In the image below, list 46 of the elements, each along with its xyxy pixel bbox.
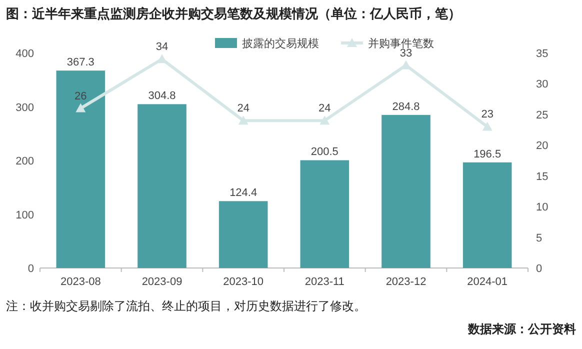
data-label: 284.8 — [392, 100, 420, 113]
x-tick-label: 2024-01 — [467, 276, 508, 288]
legend-label: 并购事件笔数 — [368, 37, 434, 50]
source-note: 数据来源：公开资料 — [467, 322, 576, 336]
data-label: 24 — [237, 102, 250, 115]
x-tick-label: 2023-11 — [304, 276, 344, 288]
data-label: 34 — [156, 41, 168, 54]
y2-tick-label: 5 — [536, 232, 542, 244]
y2-tick-label: 0 — [536, 263, 542, 275]
y2-tick-label: 20 — [536, 140, 548, 152]
data-label: 33 — [400, 47, 412, 60]
y2-tick-label: 15 — [536, 170, 548, 183]
text: 注：收并购交易剔除了流拍、终止的项目，对历史数据进行了修改。 — [6, 299, 366, 313]
chart-title: 图：近半年来重点监测房企收并购交易笔数及规模情况（单位：亿人民币，笔） — [6, 6, 461, 21]
y2-tick-label: 25 — [536, 109, 548, 122]
data-label: 23 — [481, 108, 494, 121]
y-tick-label: 100 — [16, 209, 34, 222]
y-tick-label: 0 — [28, 263, 34, 275]
x-tick-label: 2023-12 — [386, 276, 426, 288]
y2-tick-label: 35 — [536, 48, 548, 60]
data-label: 124.4 — [230, 187, 258, 200]
y2-tick-label: 30 — [536, 78, 548, 91]
legend-label: 披露的交易规模 — [242, 37, 319, 50]
x-tick-label: 2023-10 — [223, 276, 264, 288]
y-tick-label: 200 — [16, 156, 34, 168]
data-label: 367.3 — [66, 56, 94, 69]
data-label: 304.8 — [148, 90, 176, 102]
bar — [462, 162, 512, 268]
data-label: 24 — [318, 102, 331, 115]
bar — [138, 104, 186, 268]
data-label: 196.5 — [474, 148, 502, 160]
point — [76, 103, 86, 112]
data-label: 200.5 — [310, 146, 338, 158]
x-tick-label: 2023-08 — [60, 276, 101, 288]
point — [238, 116, 248, 125]
y2-tick-label: 10 — [536, 202, 548, 214]
bar — [56, 70, 106, 268]
y-tick-label: 400 — [16, 48, 34, 60]
data-label: 26 — [74, 90, 87, 102]
point — [320, 116, 330, 125]
bar — [300, 160, 350, 268]
bar — [382, 114, 430, 268]
bar — [218, 201, 268, 268]
y-tick-label: 300 — [16, 102, 34, 114]
point — [482, 122, 492, 131]
x-tick-label: 2023-09 — [142, 276, 182, 288]
